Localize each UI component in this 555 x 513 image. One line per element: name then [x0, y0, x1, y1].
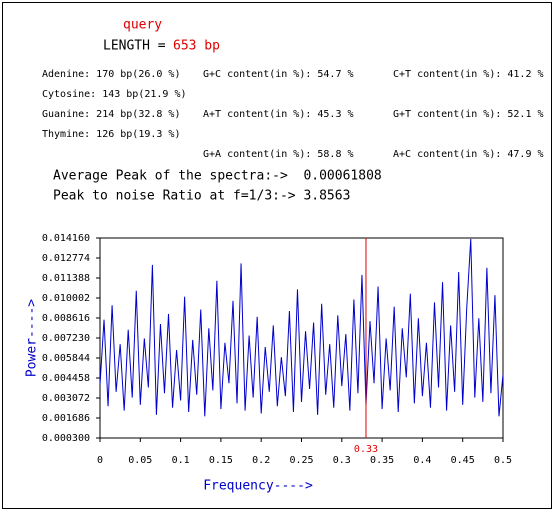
x-tick-label: 0.2 [252, 455, 270, 466]
composition: Adenine: 170 bp(26.0 %) [42, 69, 180, 80]
content: G+C content(in %): 54.7 % [203, 69, 354, 80]
length-label: LENGTH = [103, 39, 166, 54]
summary: Average Peak of the spectra:-> 0.0006180… [53, 169, 382, 184]
x-tick-label: 0.5 [494, 455, 512, 466]
composition: Thymine: 126 bp(19.3 %) [42, 129, 180, 140]
y-tick-label: 0.012774 [42, 253, 90, 264]
y-axis-label: Power----> [25, 299, 40, 377]
y-tick-label: 0.004458 [42, 373, 90, 384]
x-tick-label: 0.15 [209, 455, 233, 466]
summary: Peak to noise Ratio at f=1/3:-> 3.8563 [53, 189, 350, 204]
length-value: 653 bp [173, 39, 220, 54]
content: G+A content(in %): 58.8 % [203, 149, 354, 160]
query: query [123, 18, 162, 33]
y-tick-label: 0.014160 [42, 233, 90, 244]
y-tick-label: 0.001686 [42, 413, 90, 424]
x-tick-label: 0.1 [172, 455, 190, 466]
x-tick-label: 0 [97, 455, 103, 466]
x-tick-label: 0.4 [413, 455, 431, 466]
x-tick-label: 0.45 [451, 455, 475, 466]
y-tick-label: 0.011388 [42, 273, 90, 284]
x-tick-label: 0.05 [128, 455, 152, 466]
frame [2, 2, 552, 509]
x-tick-label: 0.25 [289, 455, 313, 466]
composition: Cytosine: 143 bp(21.9 %) [42, 89, 187, 100]
x-tick-label: 0.3 [333, 455, 351, 466]
spectrum-line [99, 238, 504, 417]
y-tick-label: 0.005844 [42, 353, 90, 364]
y-tick-label: 0.010002 [42, 293, 90, 304]
composition: Guanine: 214 bp(32.8 %) [42, 109, 180, 120]
content: C+T content(in %): 41.2 % [393, 69, 544, 80]
x-axis-label: Frequency----> [203, 479, 313, 494]
y-tick-label: 0.000300 [42, 433, 90, 444]
y-tick-label: 0.003072 [42, 393, 90, 404]
y-tick-label: 0.007230 [42, 333, 90, 344]
content: G+T content(in %): 52.1 % [393, 109, 544, 120]
content: A+C content(in %): 47.9 % [393, 149, 544, 160]
y-tick-label: 0.008616 [42, 313, 90, 324]
marker-label: 0.33 [354, 444, 378, 455]
x-tick-label: 0.35 [370, 455, 394, 466]
content: A+T content(in %): 45.3 % [203, 109, 354, 120]
